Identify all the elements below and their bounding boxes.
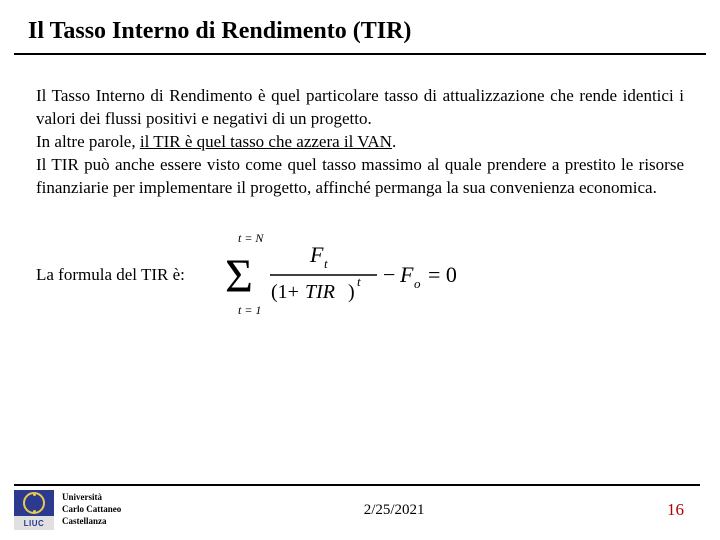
university-logo: LIUC — [14, 490, 54, 530]
sum-upper: t = N — [238, 231, 264, 245]
body-line-3: Il TIR può anche essere visto come quel … — [36, 155, 684, 197]
denom-right: ) — [348, 281, 355, 303]
body-line-2-suffix: . — [392, 132, 396, 151]
uni-line-2: Carlo Cattaneo — [62, 504, 121, 516]
formula-row: La formula del TIR è: t = N Σ t = 1 F t … — [36, 230, 684, 320]
university-name: Università Carlo Cattaneo Castellanza — [62, 492, 121, 527]
formula-svg: t = N Σ t = 1 F t (1+ TIR ) t − F o = 0 — [225, 230, 475, 320]
body-line-2-prefix: In altre parole, — [36, 132, 140, 151]
footer-left: LIUC Università Carlo Cattaneo Castellan… — [14, 490, 121, 530]
minus-sign: − — [383, 262, 395, 287]
body-line-1: Il Tasso Interno di Rendimento è quel pa… — [36, 86, 684, 128]
logo-text: LIUC — [14, 516, 54, 530]
footer-divider — [14, 484, 700, 486]
footer-date: 2/25/2021 — [364, 502, 425, 519]
numerator-sub: t — [324, 256, 328, 271]
page-number: 16 — [667, 500, 684, 520]
tail-var: F — [399, 262, 414, 287]
sigma-symbol: Σ — [225, 250, 253, 303]
denom-mid: TIR — [305, 281, 335, 303]
footer-bar: LIUC Università Carlo Cattaneo Castellan… — [14, 490, 700, 530]
uni-line-1: Università — [62, 492, 121, 504]
formula-label: La formula del TIR è: — [36, 265, 185, 285]
body-content: Il Tasso Interno di Rendimento è quel pa… — [0, 55, 720, 320]
uni-line-3: Castellanza — [62, 516, 121, 528]
slide-title: Il Tasso Interno di Rendimento (TIR) — [0, 0, 720, 53]
numerator-var: F — [309, 242, 324, 267]
body-paragraph: Il Tasso Interno di Rendimento è quel pa… — [36, 85, 684, 200]
footer: LIUC Università Carlo Cattaneo Castellan… — [0, 484, 720, 530]
logo-emblem — [14, 490, 54, 516]
logo-stars-icon — [23, 492, 45, 514]
body-line-2-underlined: il TIR è quel tasso che azzera il VAN — [140, 132, 392, 151]
denom-exp: t — [357, 274, 361, 289]
tail-sub: o — [414, 276, 421, 291]
denom-left: (1+ — [271, 281, 299, 303]
sum-lower: t = 1 — [238, 303, 261, 317]
equals-zero: = 0 — [428, 262, 457, 287]
